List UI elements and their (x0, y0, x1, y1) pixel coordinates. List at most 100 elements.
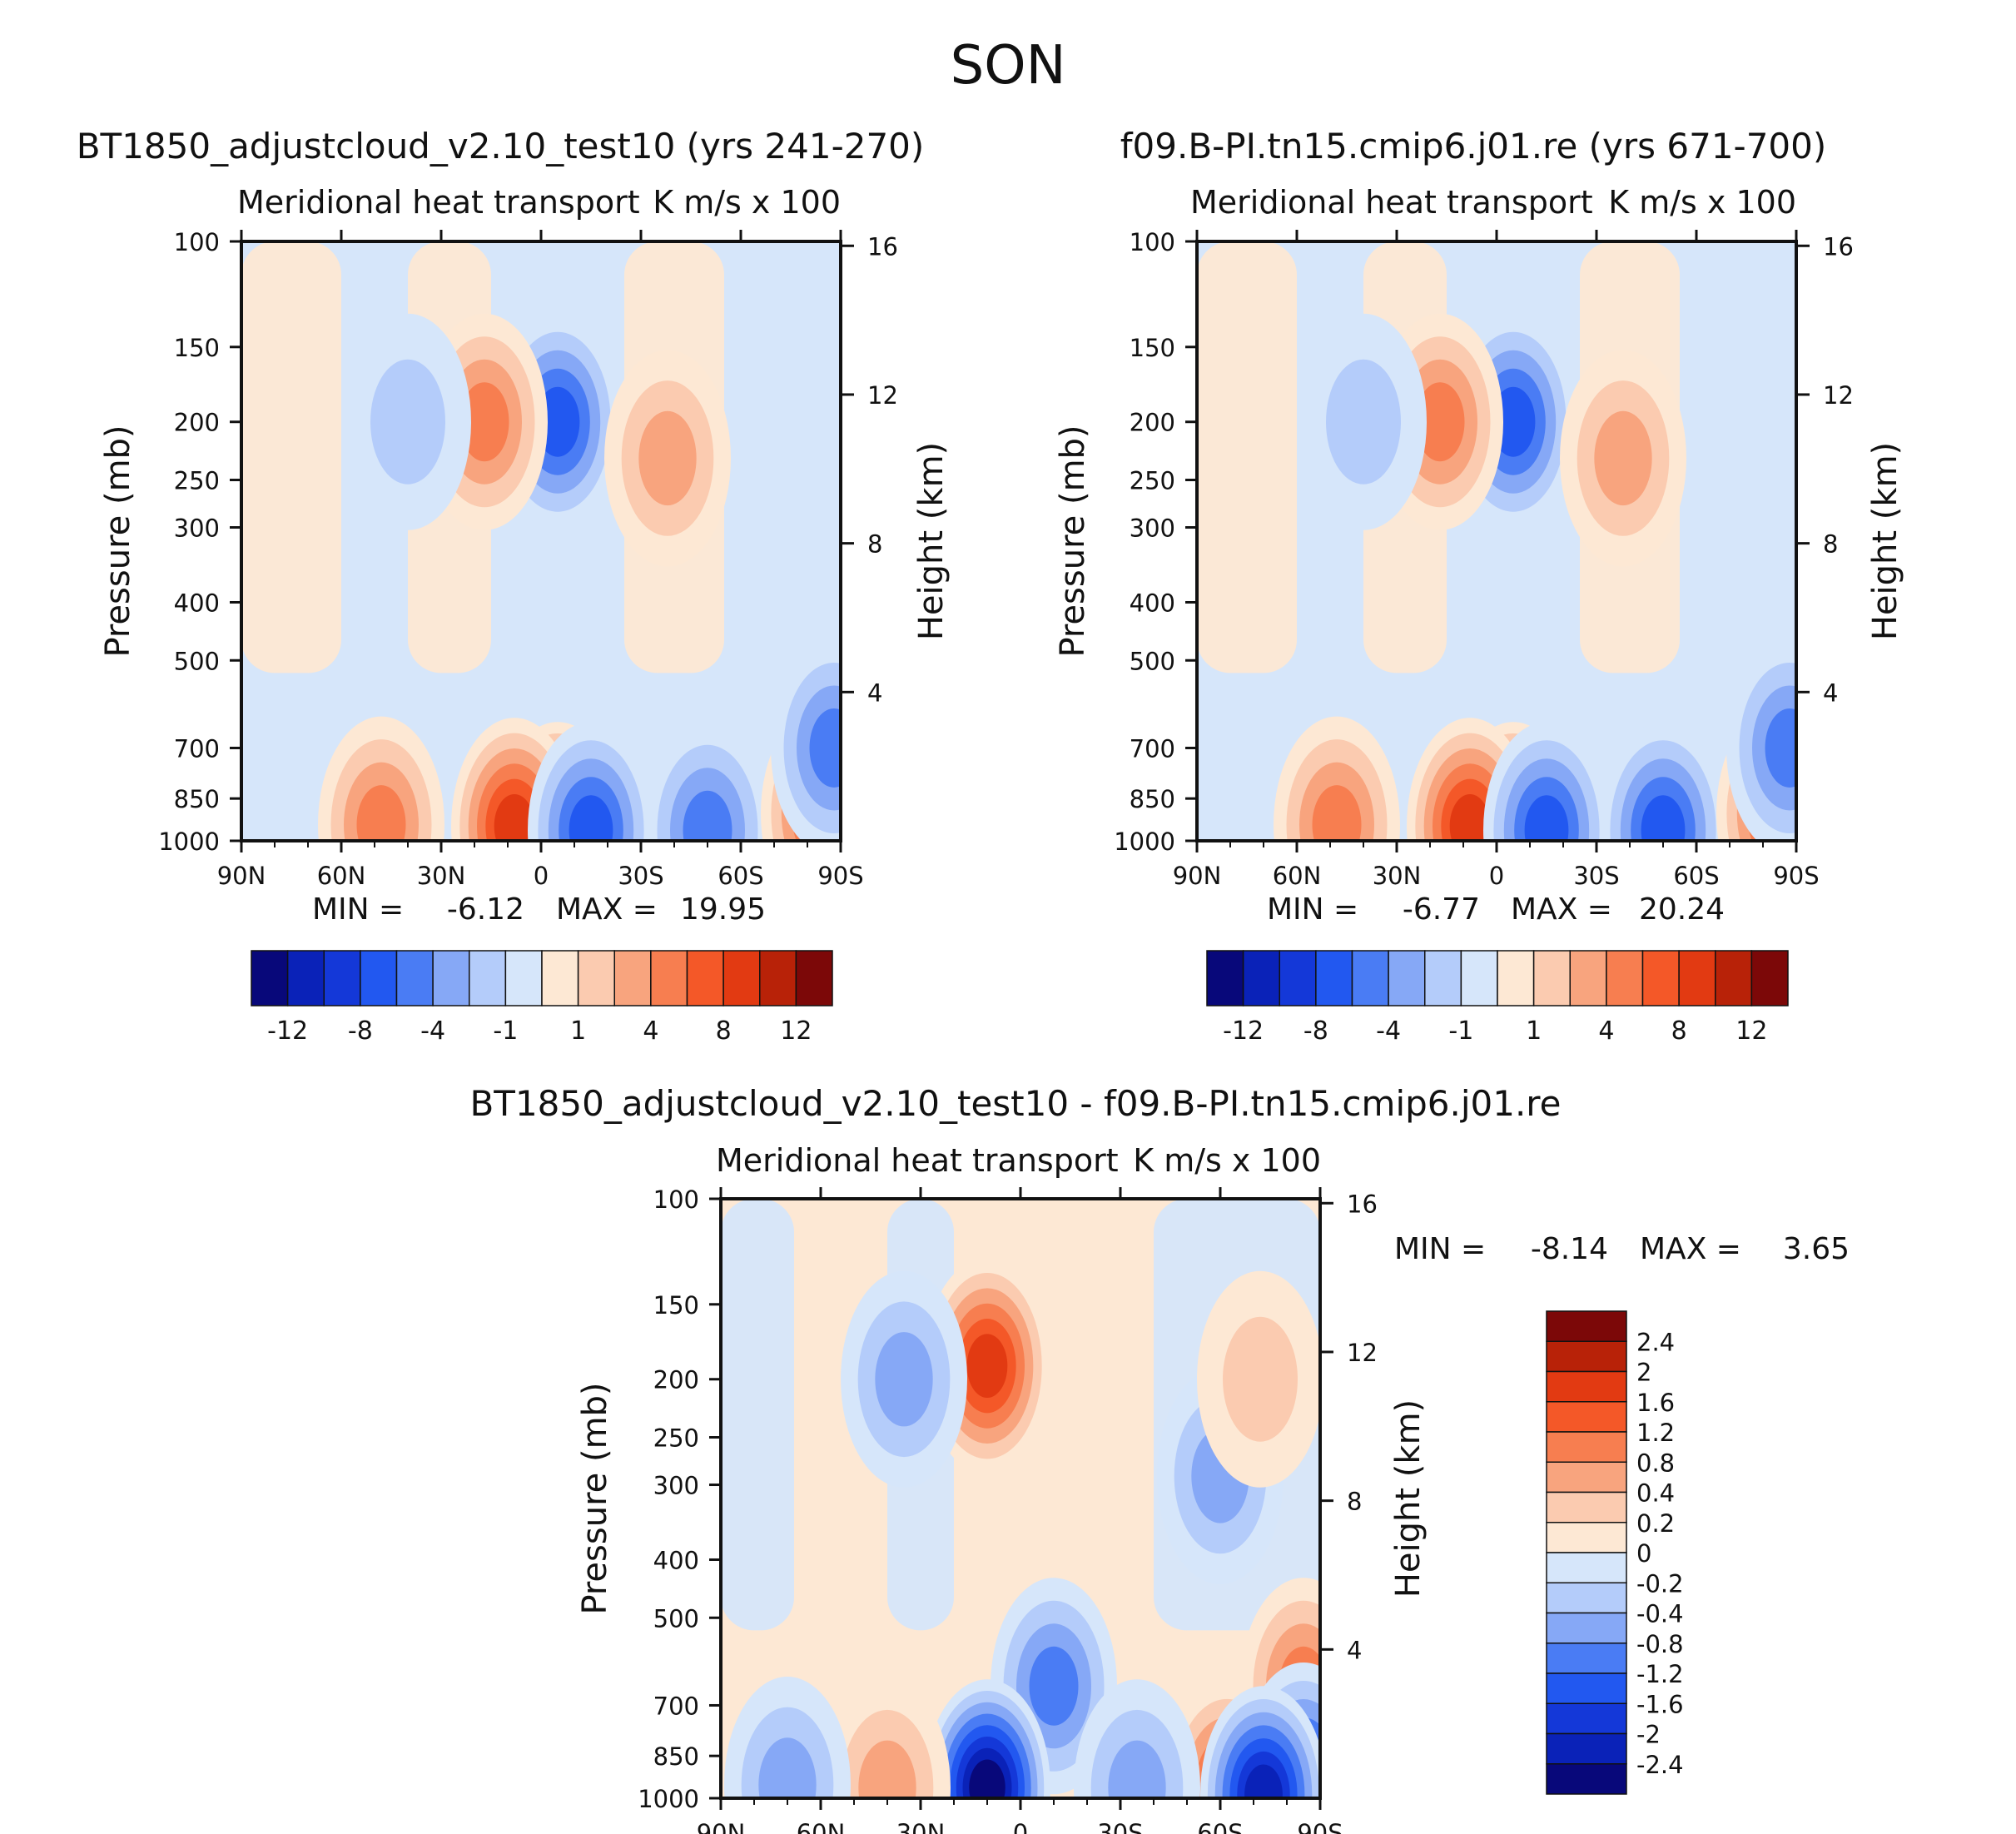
y-tick-label: 500 (653, 1604, 699, 1633)
y-tick-label: 400 (1130, 589, 1175, 617)
y-tick-right-label: 12 (867, 381, 898, 410)
x-tick-label: 60N (317, 862, 366, 890)
colorbar-cell (251, 950, 289, 1006)
x-tick-label: 30N (1373, 862, 1422, 890)
y-axis-ticks-right: 16 12 8 4 (841, 232, 898, 707)
y-tick-right-label: 4 (1823, 678, 1838, 707)
y-axis-label: Pressure (mb) (99, 425, 137, 657)
x-tick-label: 30S (618, 862, 663, 890)
contour-level (1641, 795, 1686, 841)
colorbar-cell (1750, 950, 1789, 1006)
y-tick-right-label: 12 (1823, 381, 1854, 410)
y-tick-label: 250 (1130, 467, 1175, 495)
x-tick-label: 90S (1773, 862, 1819, 890)
panel-subtitle-right: K m/s x 100 (1608, 184, 1796, 221)
colorbar-label: -8 (348, 1016, 373, 1046)
colorbar-cell (686, 950, 724, 1006)
y-tick-label: 300 (1130, 514, 1175, 543)
y-axis-label-right: Height (km) (1389, 1399, 1428, 1598)
colorbar-cell (360, 950, 398, 1006)
y-tick-right-label: 16 (1823, 232, 1854, 261)
contour-level (494, 793, 535, 841)
contour-level (1223, 1316, 1298, 1442)
colorbar-cell (1715, 950, 1753, 1006)
panel-subtitle-right: K m/s x 100 (653, 184, 841, 221)
colorbar-cell (541, 950, 579, 1006)
y-axis-ticks-right: 16 12 8 4 (1796, 232, 1854, 707)
max-value: 20.24 (1639, 892, 1725, 927)
y-tick-label: 100 (1130, 228, 1175, 256)
y-tick-right-label: 16 (1347, 1190, 1378, 1218)
contour-level (969, 1759, 1006, 1798)
y-tick-label: 500 (174, 647, 220, 675)
colorbar-cell (1546, 1612, 1627, 1644)
contour-level (1765, 708, 1796, 788)
contour-level (370, 359, 445, 485)
x-tick-label: 0 (1489, 862, 1504, 890)
contour-level (1524, 795, 1569, 841)
contour-level (683, 790, 732, 841)
colorbar-label: -12 (267, 1016, 308, 1046)
panel-title: BT1850_adjustcloud_v2.10_test10 - f09.B-… (469, 1083, 1561, 1124)
colorbar-cell (1532, 950, 1571, 1006)
colorbar-cell (323, 950, 361, 1006)
x-tick-label: 30N (896, 1819, 946, 1834)
x-tick-label: 0 (1013, 1819, 1028, 1834)
colorbar: -12 -8 -4 -1 1 4 8 12 (1206, 950, 1789, 1046)
y-tick-right-label: 16 (867, 232, 898, 261)
colorbar-cell (469, 950, 507, 1006)
y-tick-label: 150 (1130, 334, 1175, 362)
colorbar-cell (1315, 950, 1353, 1006)
contour-level (1415, 382, 1465, 462)
y-tick-label: 250 (174, 467, 220, 495)
colorbar-cell (1279, 950, 1317, 1006)
panel-top-right: f09.B-PI.tn15.cmip6.j01.re (yrs 671-700)… (1054, 126, 1904, 1046)
contour-level (858, 1740, 916, 1798)
colorbar-label: 1 (570, 1016, 586, 1046)
colorbar-cell (1546, 1340, 1627, 1373)
y-tick-label: 150 (174, 334, 220, 362)
contour-level (1244, 1764, 1283, 1798)
x-axis-ticks: 90N 60N 30N 0 30S 60S 90S (697, 1187, 1343, 1834)
colorbar-label: 1.6 (1636, 1389, 1675, 1417)
colorbar-cell (1546, 1672, 1627, 1704)
colorbar-cell (1546, 1643, 1627, 1674)
colorbar-label: -1.2 (1636, 1660, 1684, 1688)
min-label: MIN = (1394, 1232, 1486, 1266)
colorbar-label: -8 (1303, 1016, 1328, 1046)
colorbar-cell (1546, 1461, 1627, 1494)
colorbar-cell (577, 950, 615, 1006)
min-value: -6.12 (447, 892, 524, 927)
y-tick-label: 1000 (638, 1785, 699, 1813)
max-label: MAX = (1640, 1232, 1741, 1266)
x-tick-label: 90N (1173, 862, 1222, 890)
panel-bottom: BT1850_adjustcloud_v2.10_test10 - f09.B-… (469, 1083, 1850, 1834)
y-axis-ticks-left: 100 150 200 250 300 400 500 700 850 1000 (638, 1185, 721, 1813)
panel-subtitle-left: Meridional heat transport (237, 184, 640, 221)
x-tick-label: 90S (1297, 1819, 1343, 1834)
x-axis-ticks: 90N 60N 30N 0 30S 60S 90S (217, 230, 864, 890)
colorbar-cell (1546, 1732, 1627, 1765)
x-tick-label: 0 (534, 862, 549, 890)
y-tick-label: 850 (653, 1742, 699, 1771)
min-value: -6.77 (1403, 892, 1480, 927)
y-axis-label-right: Height (km) (1866, 442, 1904, 640)
colorbar: 2.4 21.61.20.80.40.20-0.2-0.4-0.8-1.2-1.6… (1546, 1310, 1684, 1795)
contour-level (569, 795, 613, 841)
min-label: MIN = (312, 892, 404, 927)
contour-level (1312, 785, 1362, 841)
colorbar-cell (432, 950, 470, 1006)
y-axis-label: Pressure (mb) (1054, 425, 1092, 657)
y-tick-label: 200 (174, 409, 220, 437)
colorbar-cell (1546, 1582, 1627, 1614)
contour-level (966, 1334, 1008, 1399)
y-tick-right-label: 8 (1347, 1488, 1362, 1516)
x-axis-ticks: 90N 60N 30N 0 30S 60S 90S (1173, 230, 1820, 890)
colorbar-label: 0.4 (1636, 1479, 1675, 1508)
x-tick-label: 30N (417, 862, 466, 890)
y-tick-right-label: 4 (867, 678, 882, 707)
y-axis-label: Pressure (mb) (576, 1382, 614, 1614)
colorbar-label: 1 (1526, 1016, 1542, 1046)
field-band (241, 241, 341, 673)
colorbar-cell (1351, 950, 1389, 1006)
